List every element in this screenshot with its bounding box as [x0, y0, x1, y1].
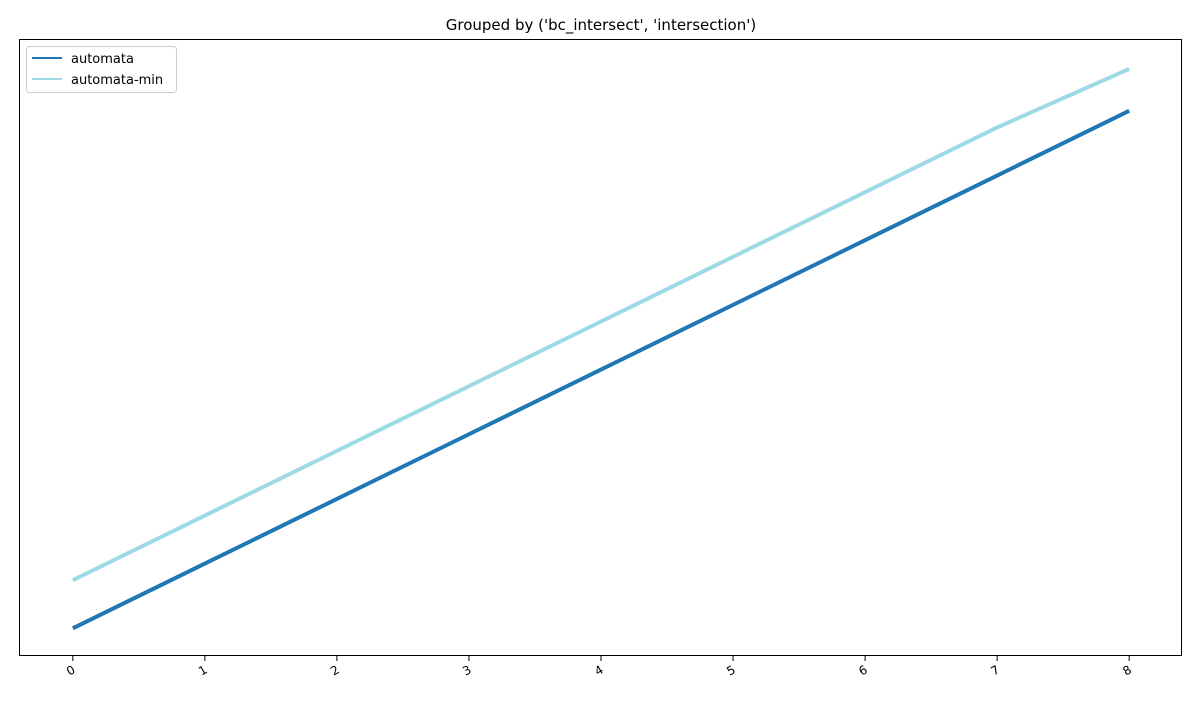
- series-layer: [71, 67, 1131, 631]
- x-tick-label-3: 3: [460, 663, 474, 679]
- legend-label-automata-min: automata-min: [71, 73, 163, 88]
- chart-title: Grouped by ('bc_intersect', 'intersectio…: [446, 16, 756, 35]
- x-axis: 0 1 2 3 4 5 6 7 8: [64, 656, 1134, 679]
- x-tick-label-6: 6: [856, 663, 870, 679]
- x-tick-label-7: 7: [988, 663, 1002, 679]
- x-tick-label-5: 5: [724, 663, 738, 679]
- x-tick-label-4: 4: [592, 663, 606, 679]
- series-line-automata-min: [71, 67, 1130, 583]
- plot-area-frame: [19, 39, 1182, 656]
- x-tick-label-0: 0: [64, 663, 78, 679]
- x-tick-label-2: 2: [328, 663, 342, 679]
- legend: automata automata-min: [26, 46, 177, 93]
- legend-label-automata: automata: [71, 52, 134, 67]
- series-line-automata: [71, 109, 1131, 631]
- x-tick-label-1: 1: [196, 663, 210, 679]
- legend-box: [26, 46, 177, 93]
- x-tick-label-8: 8: [1120, 663, 1134, 679]
